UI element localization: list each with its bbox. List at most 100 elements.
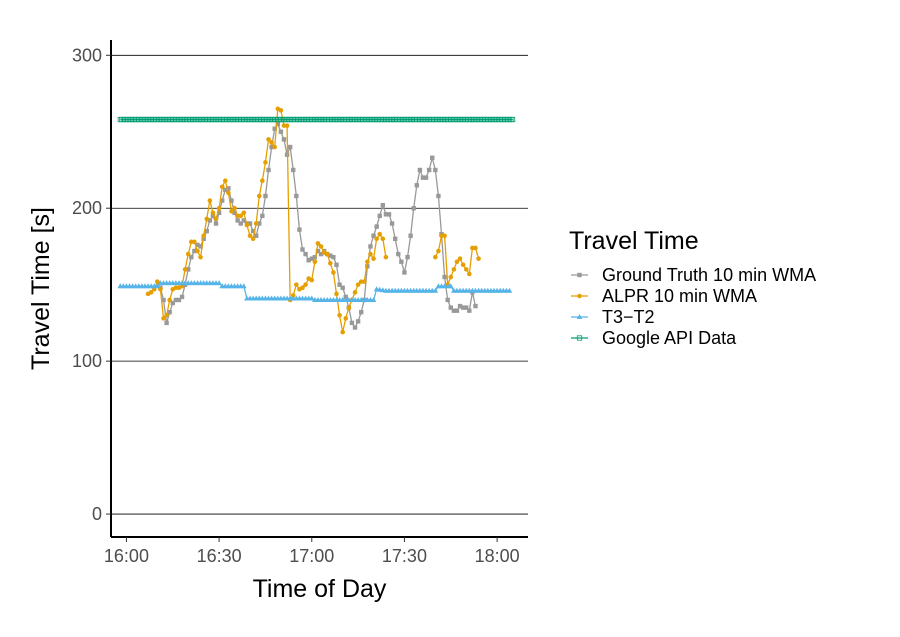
data-point (467, 308, 472, 313)
data-point (359, 310, 364, 315)
data-point (244, 222, 250, 228)
data-point (232, 205, 237, 211)
legend-item: Google API Data (571, 328, 737, 348)
legend: Travel Time Ground Truth 10 min WMAALPR … (569, 227, 816, 348)
data-point (300, 247, 305, 252)
data-point (386, 212, 392, 217)
data-point (318, 251, 324, 257)
data-point (290, 293, 296, 298)
data-point (312, 259, 318, 265)
data-point (263, 193, 268, 199)
data-point (213, 216, 219, 222)
data-point (235, 218, 240, 223)
data-point (192, 239, 197, 245)
data-point (457, 303, 463, 309)
data-point (210, 213, 216, 219)
data-point (192, 248, 197, 254)
x-tick-label: 17:30 (382, 546, 427, 566)
data-point (454, 259, 460, 265)
data-point (173, 297, 179, 303)
data-point (457, 256, 463, 261)
data-point (476, 256, 481, 261)
data-point (309, 277, 315, 283)
data-point (148, 290, 154, 295)
data-point (506, 287, 513, 293)
data-point (250, 236, 256, 242)
data-point (328, 260, 333, 266)
data-point (442, 274, 447, 280)
data-point (207, 198, 213, 203)
legend-item: T3−T2 (571, 307, 655, 327)
legend-key-marker (576, 335, 583, 341)
data-point (433, 167, 438, 173)
data-point (442, 233, 447, 239)
data-point (365, 264, 370, 269)
data-point (346, 305, 352, 310)
data-point (269, 140, 274, 145)
y-tick-label: 300 (72, 45, 102, 65)
data-point (198, 254, 203, 260)
data-point (229, 208, 234, 214)
data-point (253, 233, 259, 238)
data-point (365, 259, 370, 265)
data-point (185, 251, 191, 257)
data-point (371, 233, 376, 238)
data-point (222, 178, 228, 183)
data-point (164, 320, 169, 326)
data-point (303, 282, 308, 287)
data-point (433, 254, 438, 260)
data-point (287, 144, 293, 150)
data-point (374, 236, 379, 242)
data-point (207, 218, 213, 223)
data-point (260, 178, 265, 183)
data-point (349, 320, 355, 326)
legend-key-marker (577, 272, 582, 278)
data-point (260, 213, 265, 219)
legend-label: Google API Data (602, 328, 737, 348)
data-point (436, 248, 441, 254)
data-point (195, 248, 200, 254)
data-point (337, 282, 342, 287)
data-point (405, 254, 410, 260)
data-point (334, 262, 339, 267)
data-point (226, 186, 231, 191)
data-point (266, 137, 271, 142)
data-point (426, 167, 432, 173)
data-point (509, 116, 516, 123)
data-point (448, 305, 453, 310)
data-point (420, 175, 426, 180)
data-point (423, 175, 429, 180)
data-point (154, 283, 161, 289)
data-point (204, 228, 209, 234)
legend-title: Travel Time (569, 227, 699, 255)
data-point (315, 241, 321, 246)
data-point (269, 144, 274, 150)
data-point (182, 267, 188, 272)
data-point (352, 290, 358, 295)
data-point (263, 160, 268, 165)
data-point (460, 262, 466, 268)
data-point (464, 305, 469, 310)
data-point (216, 280, 222, 286)
y-tick-label: 200 (72, 198, 102, 218)
data-point (389, 221, 395, 226)
data-point (448, 274, 454, 280)
data-point (383, 254, 389, 260)
data-point (300, 285, 305, 291)
data-point (201, 233, 206, 239)
data-point (331, 270, 336, 275)
data-point (266, 167, 271, 173)
data-point (396, 251, 401, 257)
data-point (297, 227, 302, 232)
data-point (250, 228, 256, 234)
data-point (303, 251, 308, 257)
series-3 (117, 116, 516, 123)
data-point (309, 256, 314, 261)
data-point (241, 283, 247, 289)
data-point (229, 198, 234, 203)
data-point (380, 202, 386, 208)
data-point (454, 308, 460, 313)
data-point (380, 236, 386, 242)
data-point (355, 319, 361, 324)
